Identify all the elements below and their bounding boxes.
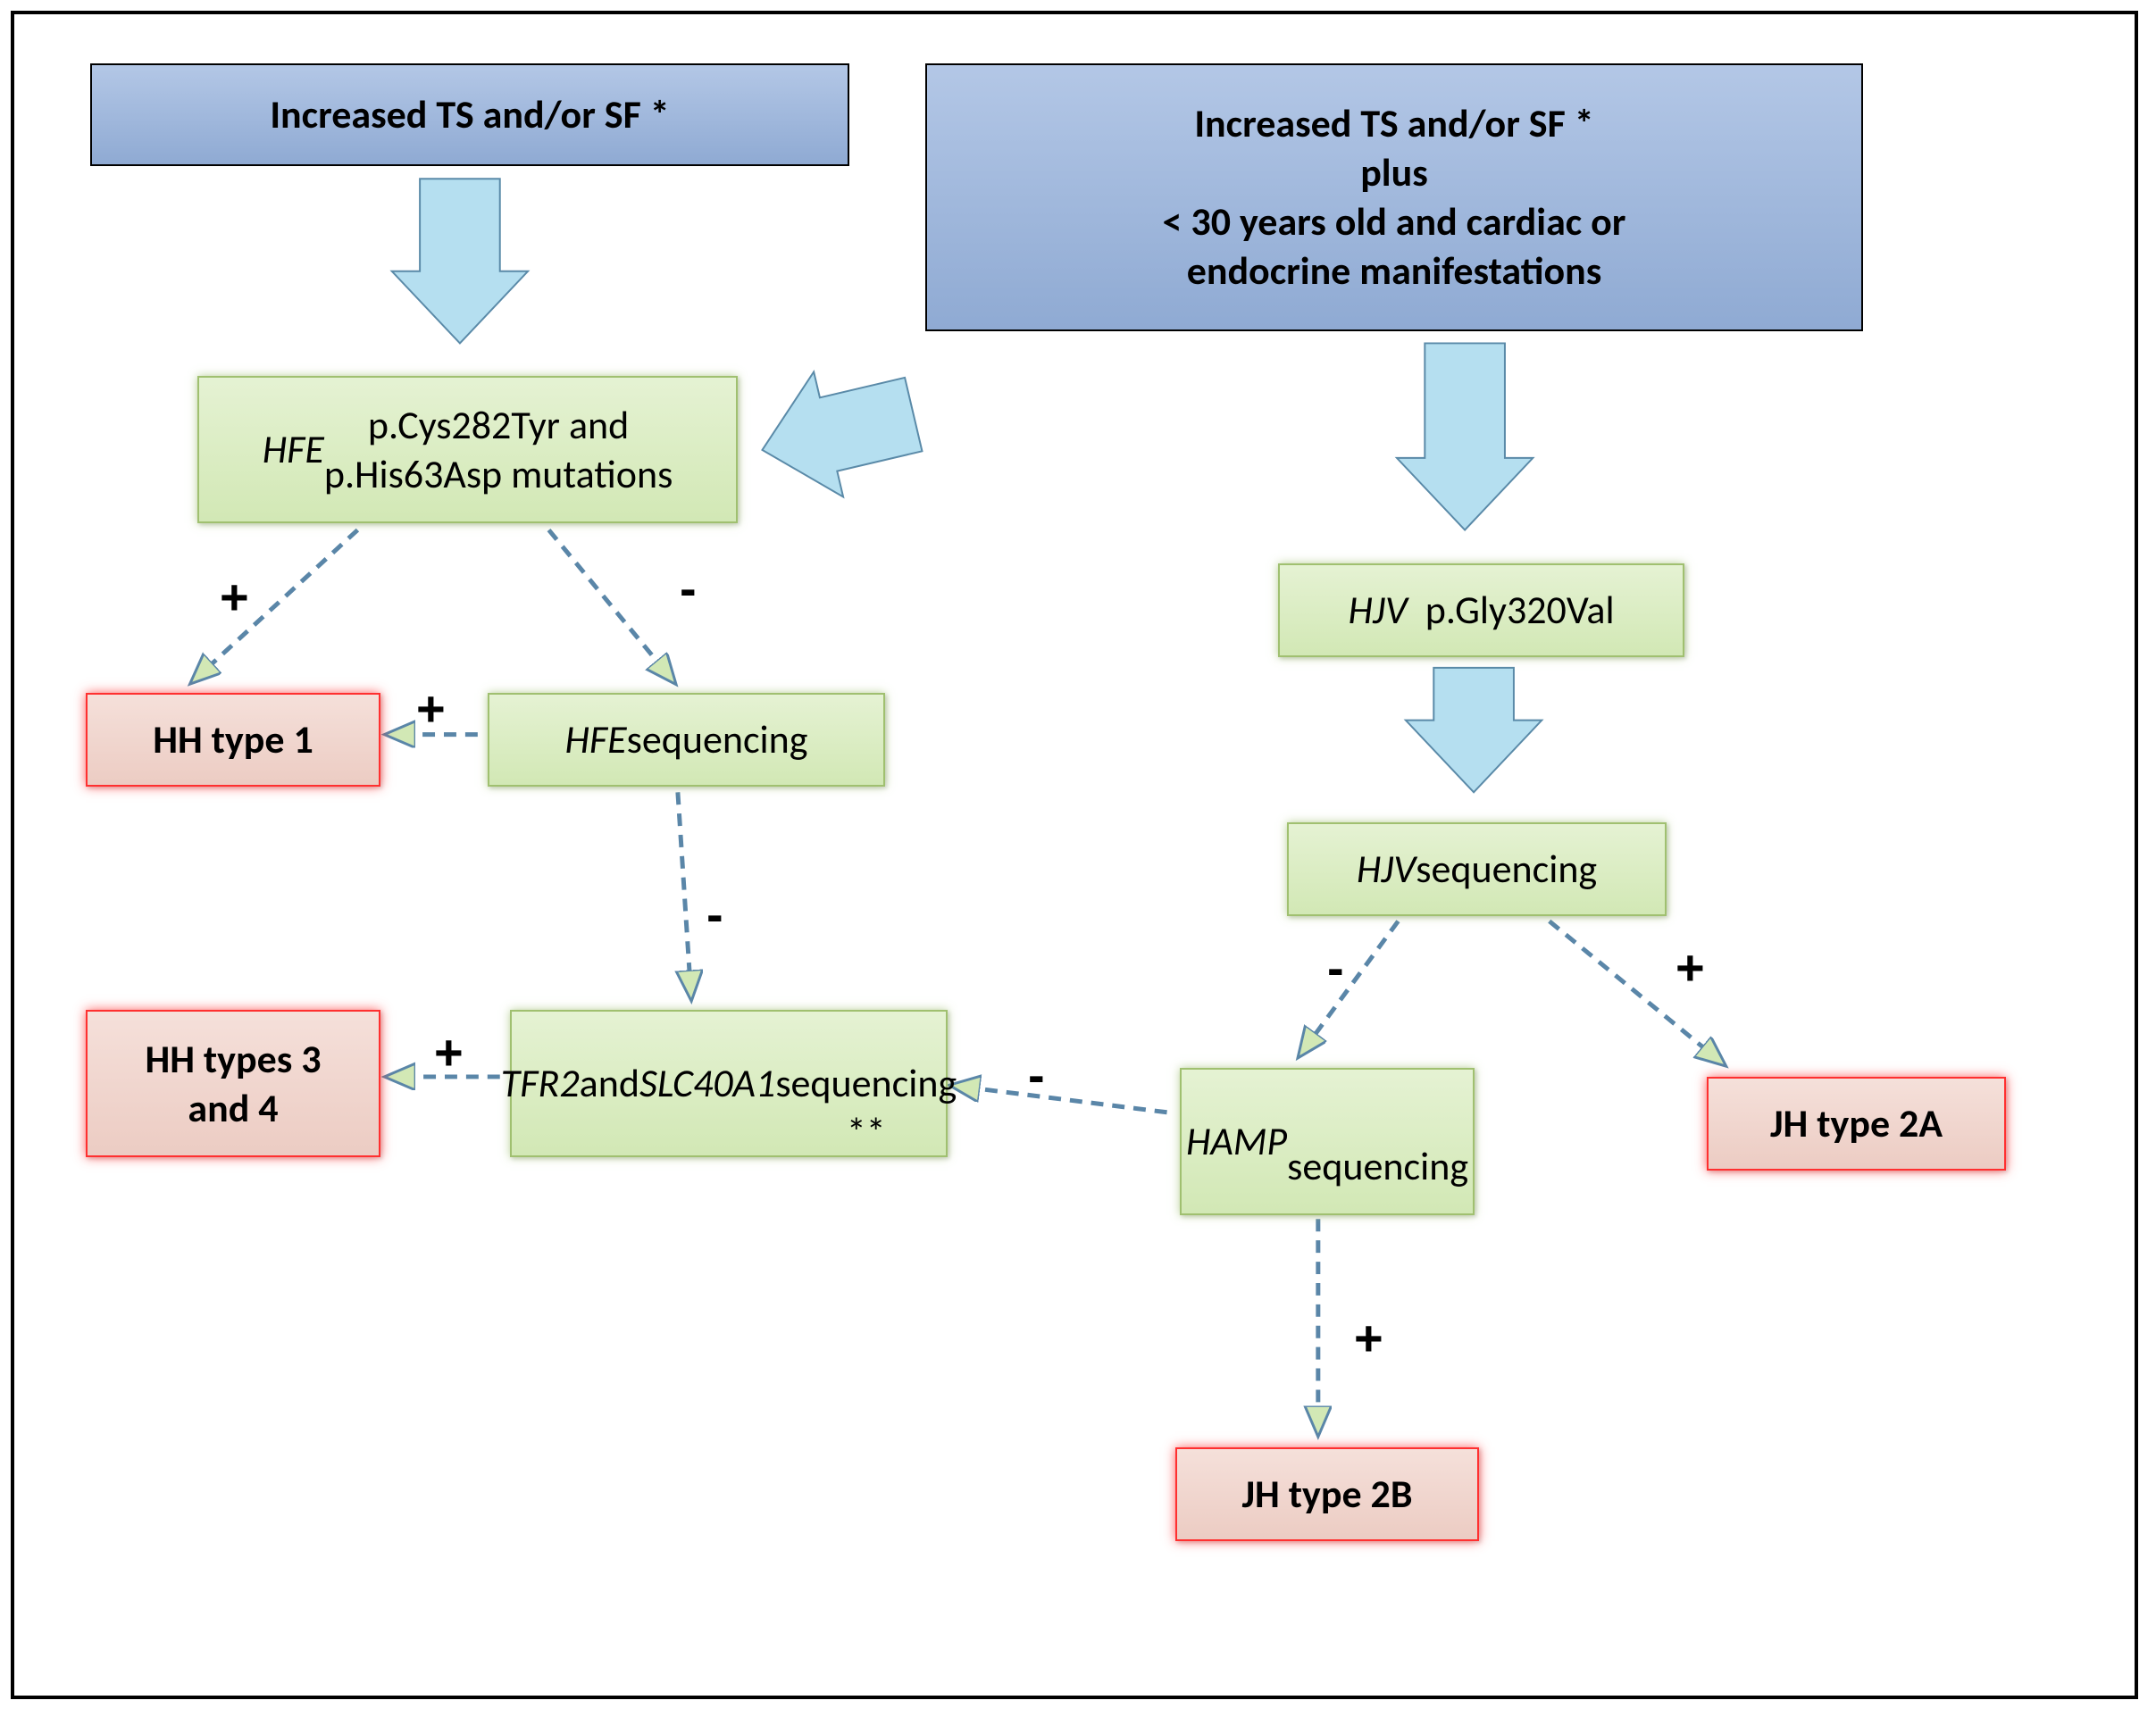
node-hh1: HH type 1 bbox=[86, 693, 380, 787]
node-hh34: HH types 3and 4 bbox=[86, 1010, 380, 1157]
diagram-frame: Increased TS and/or SF * Increased TS and… bbox=[11, 11, 2138, 1699]
node-start_right: Increased TS and/or SF *plus< 30 years o… bbox=[925, 63, 1863, 331]
symbol-minus4: - bbox=[1327, 938, 1344, 996]
symbol-minus2: - bbox=[706, 885, 723, 943]
dashed-arrow bbox=[193, 530, 357, 681]
symbol-plus2: + bbox=[416, 679, 446, 738]
node-jh2a: JH type 2A bbox=[1707, 1077, 2006, 1171]
symbol-plus4: + bbox=[1675, 938, 1705, 996]
node-hjv_seq: HJV sequencing bbox=[1287, 822, 1667, 916]
dashed-arrow bbox=[1300, 921, 1399, 1054]
dashed-arrow bbox=[954, 1086, 1167, 1113]
node-tfr2: TFR2 and SLC40A1sequencing ** bbox=[510, 1010, 948, 1157]
symbol-plus1: + bbox=[220, 568, 249, 626]
node-start_left: Increased TS and/or SF * bbox=[90, 63, 849, 166]
flowchart-canvas: Increased TS and/or SF * Increased TS and… bbox=[14, 14, 2135, 1696]
dashed-arrow bbox=[678, 792, 691, 996]
solid-arrow bbox=[1397, 343, 1533, 529]
symbol-plus5: + bbox=[1354, 1309, 1383, 1367]
node-hfe_seq: HFE sequencing bbox=[488, 693, 885, 787]
dashed-arrow bbox=[549, 530, 673, 681]
node-hamp: HAMPsequencing bbox=[1180, 1068, 1475, 1215]
symbol-minus3: - bbox=[1028, 1046, 1045, 1104]
solid-arrow bbox=[392, 179, 528, 343]
symbol-minus1: - bbox=[680, 559, 697, 617]
solid-arrow bbox=[748, 352, 928, 513]
solid-arrow bbox=[1406, 668, 1542, 792]
node-hfe_mut: HFE p.Cys282Tyr andp.His63Asp mutations bbox=[197, 376, 738, 523]
symbol-plus3: + bbox=[434, 1023, 464, 1081]
node-jh2b: JH type 2B bbox=[1175, 1447, 1479, 1541]
node-hjv_mut: HJV p.Gly320Val bbox=[1278, 563, 1684, 657]
